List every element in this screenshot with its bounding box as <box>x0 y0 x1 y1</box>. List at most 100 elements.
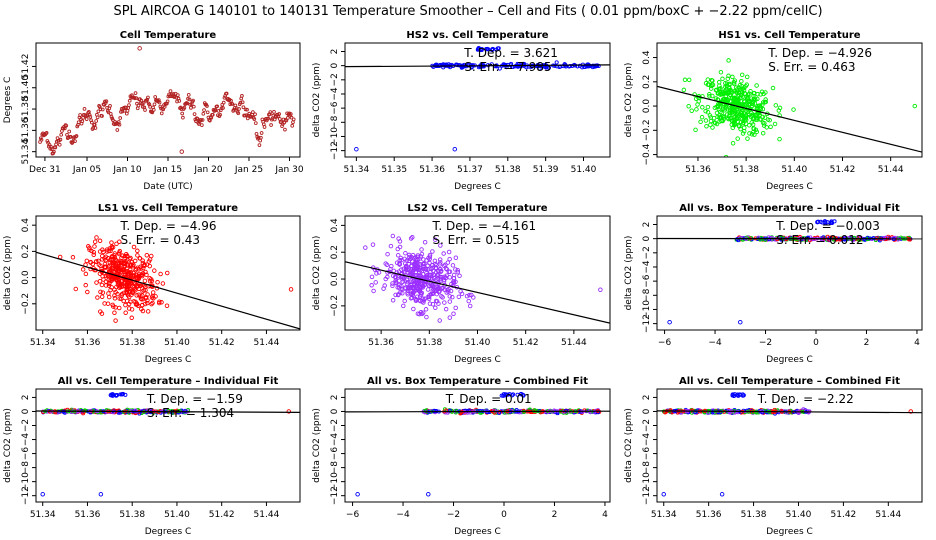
x-tick-label: 51.40 <box>571 165 597 175</box>
data-point <box>106 273 111 279</box>
data-point <box>91 126 96 130</box>
y-tick-label: −2 <box>642 419 652 432</box>
data-point <box>486 47 491 52</box>
x-tick-label: 51.34 <box>651 510 677 520</box>
data-point <box>388 266 393 272</box>
data-point <box>354 146 359 152</box>
data-point <box>80 119 85 124</box>
x-tick-label: 51.40 <box>786 510 812 520</box>
data-point <box>499 393 504 398</box>
y-tick-label: 51.42 <box>21 54 31 80</box>
data-point <box>779 235 784 240</box>
x-tick-label: 2 <box>864 338 870 348</box>
data-point <box>145 309 151 314</box>
data-point <box>717 89 722 95</box>
data-point <box>116 260 122 266</box>
data-point <box>143 269 148 275</box>
data-point <box>784 410 789 415</box>
data-point <box>730 74 735 80</box>
data-point <box>289 115 294 120</box>
data-point <box>456 63 461 68</box>
data-point <box>502 62 508 67</box>
data-point <box>760 100 766 105</box>
data-point <box>393 292 398 298</box>
data-point <box>446 249 452 255</box>
data-point <box>160 281 166 286</box>
data-point <box>142 278 148 284</box>
data-point <box>457 273 462 279</box>
data-point <box>262 125 267 129</box>
data-point <box>240 94 244 98</box>
data-point <box>742 102 747 108</box>
y-tick-label: −6 <box>330 101 340 115</box>
data-point <box>266 116 271 121</box>
data-point <box>714 110 720 116</box>
data-point <box>237 107 241 111</box>
data-point <box>131 244 137 250</box>
data-point <box>852 235 857 240</box>
data-point <box>146 95 150 100</box>
data-point <box>73 286 79 292</box>
data-point <box>94 280 99 285</box>
data-point <box>497 66 502 71</box>
data-point <box>481 64 486 69</box>
data-point <box>131 262 136 268</box>
data-points <box>681 58 918 157</box>
data-point <box>418 273 423 279</box>
data-point <box>429 273 435 278</box>
y-tick-label: −8 <box>642 461 652 475</box>
data-point <box>390 283 395 289</box>
data-point <box>441 251 446 256</box>
data-point <box>731 112 736 117</box>
plot-frame <box>35 42 301 158</box>
x-tick-label: −4 <box>708 338 722 348</box>
data-point <box>453 305 458 311</box>
panel-p1: Cell Temperature Date (UTC) Degrees C Dec 3… <box>3 30 304 192</box>
data-point <box>738 319 743 325</box>
data-point <box>420 310 426 316</box>
data-point <box>181 115 185 120</box>
data-point <box>447 294 453 299</box>
data-point <box>382 283 387 288</box>
data-point <box>776 108 782 113</box>
data-point <box>443 275 448 281</box>
data-point <box>205 104 209 108</box>
data-point <box>791 107 796 112</box>
panel-title: All vs. Cell Temperature – Individual Fi… <box>58 376 279 387</box>
data-point <box>133 266 139 272</box>
y-tick-label: −6 <box>642 447 652 461</box>
panel-title: Cell Temperature <box>120 30 217 41</box>
data-point <box>155 280 160 285</box>
data-point <box>456 294 462 300</box>
data-point <box>127 103 131 107</box>
data-point <box>253 112 257 117</box>
data-point <box>444 290 449 295</box>
y-tick-label: 51.36 <box>21 117 31 143</box>
annotation-text: S. Err. = 7.985 <box>464 60 551 74</box>
data-point <box>403 266 409 272</box>
data-point <box>719 110 724 116</box>
y-tick-label: −4 <box>21 433 31 447</box>
data-point <box>777 136 782 142</box>
data-point <box>140 258 145 263</box>
y-tick-label: −4 <box>642 433 652 447</box>
data-point <box>136 303 141 308</box>
data-point <box>148 277 154 282</box>
data-point <box>758 92 763 97</box>
data-point <box>773 103 779 108</box>
data-point <box>185 101 190 106</box>
data-point <box>752 101 758 106</box>
data-point <box>87 113 92 117</box>
data-point <box>447 299 453 304</box>
data-point <box>450 263 456 268</box>
data-point <box>703 118 709 123</box>
data-point <box>405 290 410 295</box>
data-point <box>429 263 435 268</box>
y-axis-label: delta CO2 (ppm) <box>624 63 634 138</box>
data-point <box>182 105 187 110</box>
data-point <box>124 105 128 110</box>
data-point <box>73 139 77 144</box>
data-point <box>750 101 756 106</box>
data-point <box>291 120 295 125</box>
fit-line <box>36 410 300 413</box>
